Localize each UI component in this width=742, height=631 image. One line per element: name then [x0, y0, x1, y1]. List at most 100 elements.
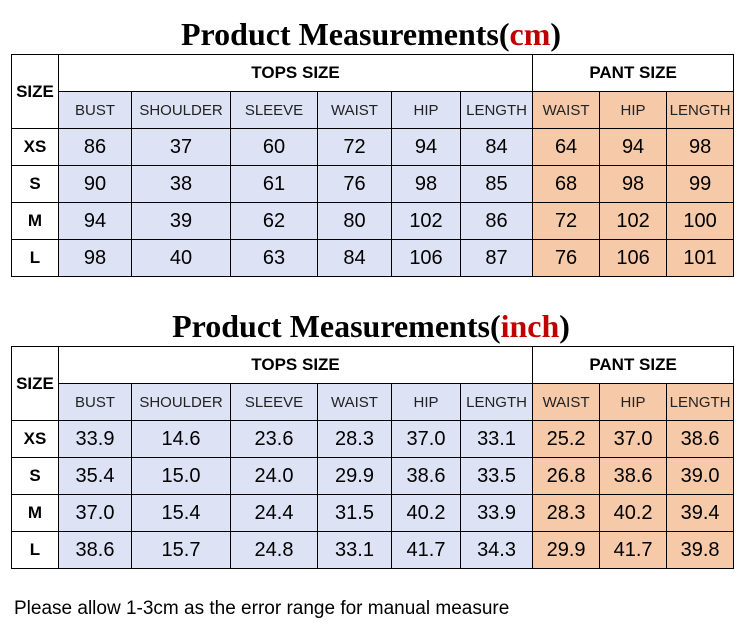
- table-cell: 102: [599, 202, 668, 240]
- table-cell: 15.0: [131, 457, 231, 495]
- title-cm: Product Measurements(cm): [0, 16, 742, 52]
- title-inch: Product Measurements(inch): [0, 308, 742, 344]
- table-cell: 35.4: [58, 457, 132, 495]
- table-cell: 90: [58, 165, 132, 203]
- pant-size-header: PANT SIZE: [532, 346, 735, 384]
- table-cell: 37.0: [58, 494, 132, 532]
- row-size-label: M: [11, 202, 59, 240]
- table-cell: 98: [599, 165, 668, 203]
- table-cell: 86: [459, 202, 534, 240]
- table-cell: 37.0: [599, 420, 668, 458]
- title-main: Product Measurements: [180, 16, 499, 52]
- table-cell: 85: [459, 165, 534, 203]
- table-cell: 94: [58, 202, 132, 240]
- col-header-bust: BUST: [58, 91, 132, 129]
- tops-size-header: TOPS SIZE: [57, 54, 534, 92]
- col-header-length: LENGTH: [459, 91, 534, 129]
- table-cell: 40.2: [599, 494, 668, 532]
- row-size-label: L: [11, 239, 59, 277]
- row-size-label: M: [11, 494, 59, 532]
- table-cell: 29.9: [532, 531, 601, 569]
- title-open-paren: (: [498, 16, 510, 52]
- table-cell: 98: [391, 165, 461, 203]
- col-header-bust: BUST: [58, 383, 132, 421]
- measurements-table-inch: SIZE TOPS SIZE PANT SIZE BUST SHOULDER S…: [11, 346, 735, 569]
- col-header-waist: WAIST: [317, 383, 392, 421]
- table-cell: 23.6: [230, 420, 318, 458]
- tops-size-header: TOPS SIZE: [57, 346, 534, 384]
- col-header-sleeve: SLEEVE: [230, 91, 318, 129]
- row-size-label: S: [11, 457, 59, 495]
- col-header-pant-length: LENGTH: [666, 383, 735, 421]
- table-cell: 40.2: [391, 494, 461, 532]
- table-row: XS 33.9 14.6 23.6 28.3 37.0 33.1 25.2 37…: [11, 420, 735, 458]
- table-row: M 37.0 15.4 24.4 31.5 40.2 33.9 28.3 40.…: [11, 494, 735, 532]
- table-cell: 100: [666, 202, 735, 240]
- table-cell: 94: [391, 128, 461, 166]
- table-cell: 72: [317, 128, 392, 166]
- table-cell: 39.8: [666, 531, 735, 569]
- table-cell: 39.0: [666, 457, 735, 495]
- table-cell: 37.0: [391, 420, 461, 458]
- title-main: Product Measurements: [172, 308, 490, 344]
- table-cell: 31.5: [317, 494, 392, 532]
- col-header-pant-hip: HIP: [599, 91, 668, 129]
- col-header-shoulder: SHOULDER: [131, 383, 231, 421]
- col-header-length: LENGTH: [459, 383, 534, 421]
- measurement-note: Please allow 1-3cm as the error range fo…: [14, 598, 510, 619]
- table-cell: 24.4: [230, 494, 318, 532]
- col-header-pant-waist: WAIST: [532, 383, 601, 421]
- table-cell: 72: [532, 202, 601, 240]
- table-row: S 35.4 15.0 24.0 29.9 38.6 33.5 26.8 38.…: [11, 457, 735, 495]
- table-cell: 98: [58, 239, 132, 277]
- table-cell: 24.0: [230, 457, 318, 495]
- table-cell: 106: [599, 239, 668, 277]
- table-cell: 63: [230, 239, 318, 277]
- table-cell: 99: [666, 165, 735, 203]
- table-cell: 33.9: [58, 420, 132, 458]
- measurements-table-cm: SIZE TOPS SIZE PANT SIZE BUST SHOULDER S…: [11, 54, 735, 277]
- table-cell: 98: [666, 128, 735, 166]
- title-close-paren: ): [550, 16, 562, 52]
- table-cell: 76: [317, 165, 392, 203]
- table-cell: 37: [131, 128, 231, 166]
- table-cell: 39: [131, 202, 231, 240]
- table-cell: 39.4: [666, 494, 735, 532]
- table-cell: 84: [459, 128, 534, 166]
- row-size-label: XS: [11, 420, 59, 458]
- table-cell: 33.1: [459, 420, 534, 458]
- table-row: XS 86 37 60 72 94 84 64 94 98: [11, 128, 735, 166]
- size-header: SIZE: [11, 346, 59, 421]
- table-cell: 86: [58, 128, 132, 166]
- table-cell: 24.8: [230, 531, 318, 569]
- size-header: SIZE: [11, 54, 59, 129]
- table-row: L 98 40 63 84 106 87 76 106 101: [11, 239, 735, 277]
- title-unit: cm: [509, 16, 551, 52]
- table-cell: 106: [391, 239, 461, 277]
- table-cell: 38.6: [58, 531, 132, 569]
- table-cell: 33.1: [317, 531, 392, 569]
- table-cell: 38: [131, 165, 231, 203]
- col-header-hip: HIP: [391, 91, 461, 129]
- table-cell: 40: [131, 239, 231, 277]
- title-open-paren: (: [489, 308, 501, 344]
- table-cell: 41.7: [391, 531, 461, 569]
- table-cell: 14.6: [131, 420, 231, 458]
- row-size-label: S: [11, 165, 59, 203]
- table-cell: 38.6: [391, 457, 461, 495]
- table-cell: 28.3: [317, 420, 392, 458]
- col-header-sleeve: SLEEVE: [230, 383, 318, 421]
- table-cell: 64: [532, 128, 601, 166]
- title-close-paren: ): [559, 308, 570, 344]
- table-cell: 33.9: [459, 494, 534, 532]
- pant-size-header: PANT SIZE: [532, 54, 735, 92]
- table-row: L 38.6 15.7 24.8 33.1 41.7 34.3 29.9 41.…: [11, 531, 735, 569]
- table-cell: 87: [459, 239, 534, 277]
- table-cell: 26.8: [532, 457, 601, 495]
- row-size-label: XS: [11, 128, 59, 166]
- table-cell: 102: [391, 202, 461, 240]
- table-cell: 62: [230, 202, 318, 240]
- col-header-hip: HIP: [391, 383, 461, 421]
- table-cell: 41.7: [599, 531, 668, 569]
- col-header-pant-waist: WAIST: [532, 91, 601, 129]
